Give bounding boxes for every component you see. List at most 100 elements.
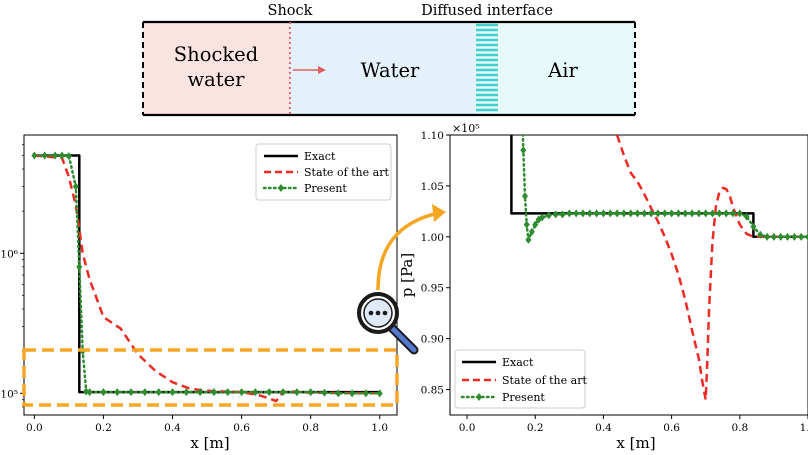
region-label-air: Air: [547, 59, 578, 82]
left-point-present: [86, 388, 93, 397]
right-legend-box: [454, 349, 586, 409]
right-point-present: [770, 232, 777, 241]
right-point-present: [586, 209, 593, 218]
right-point-present: [539, 213, 546, 222]
legend-present-r: Present: [502, 391, 545, 404]
right-offset-label: ×10⁵: [452, 122, 480, 135]
right-point-present: [791, 232, 798, 241]
left-point-present: [252, 388, 259, 397]
region-label-shocked-2: water: [187, 68, 245, 91]
schematic: Shock Diffused interface Shocked water W…: [142, 3, 636, 117]
right-series-group: [510, 135, 808, 401]
left-x-tick-label: 0.4: [164, 422, 181, 434]
right-series-state-of-the-art: [615, 135, 808, 401]
right-point-present: [784, 232, 791, 241]
left-x-axis-label: x [m]: [190, 434, 229, 452]
right-x-tick-label: 1.0: [800, 422, 808, 434]
right-x-tick-label: 0.6: [663, 422, 680, 434]
right-point-present: [573, 209, 580, 218]
right-point-present: [709, 209, 716, 218]
left-point-present: [349, 389, 356, 398]
region-label-water: Water: [361, 59, 420, 82]
right-point-present: [520, 146, 527, 155]
left-point-present: [114, 388, 121, 397]
right-y-tick-label: 1.05: [421, 181, 444, 193]
left-point-present: [169, 388, 176, 397]
right-point-present: [654, 209, 661, 218]
right-point-present: [522, 192, 529, 201]
legend-present: Present: [304, 182, 347, 195]
right-point-present: [764, 232, 771, 241]
right-point-present: [614, 209, 621, 218]
left-x-tick-label: 1.0: [371, 422, 388, 434]
left-point-present: [224, 388, 231, 397]
magnifier-dot-3: [382, 310, 388, 316]
left-point-present: [52, 151, 59, 160]
right-x-tick-label: 0.2: [527, 422, 544, 434]
left-y-tick-label: 10⁶: [0, 248, 18, 260]
right-point-present: [668, 209, 675, 218]
left-point-present: [83, 387, 90, 396]
right-point-present: [689, 209, 696, 218]
left-y-tick-label: 10⁵: [0, 388, 18, 400]
left-point-present: [362, 389, 369, 398]
left-point-present: [197, 388, 204, 397]
shock-direction-arrow: [293, 66, 326, 74]
right-x-axis-label: x [m]: [616, 434, 655, 452]
right-x-tick-label: 0.8: [731, 422, 748, 434]
left-point-present: [58, 151, 65, 160]
left-legend-box: [255, 143, 392, 201]
left-point-present: [307, 388, 314, 397]
region-shocked-water: [143, 22, 290, 115]
right-point-present: [593, 209, 600, 218]
right-point-present: [805, 232, 808, 241]
left-x-tick-label: 0.2: [95, 422, 112, 434]
magnifier-dot-2: [375, 310, 381, 316]
left-x-tick-label: 0.8: [302, 422, 319, 434]
zoom-highlight-box: [22, 348, 399, 407]
legend-exact-r: Exact: [502, 356, 534, 369]
shock-label: Shock: [268, 3, 313, 19]
legend-marker-present-r: [476, 393, 482, 401]
left-point-present: [72, 182, 79, 191]
legend-state-r: State of the art: [502, 374, 587, 387]
left-point-present: [128, 388, 135, 397]
right-point-present: [702, 209, 709, 218]
right-point-present: [607, 209, 614, 218]
left-point-present: [65, 152, 72, 161]
region-air: [476, 22, 635, 115]
right-point-present: [525, 235, 532, 244]
right-point-present: [729, 209, 736, 218]
left-point-present: [31, 151, 38, 160]
right-point-present: [661, 209, 668, 218]
right-point-present: [545, 211, 552, 220]
interface-label: Diffused interface: [421, 3, 553, 19]
left-point-present: [155, 388, 162, 397]
right-point-present: [528, 227, 535, 236]
magnifier-icon: [357, 292, 419, 355]
right-axis-ticks: 0.0 0.2 0.4 0.6 0.8 1.0 0.85 0.90 0.95 1.00 1.05 1.…: [421, 130, 808, 434]
left-point-present: [141, 388, 148, 397]
right-point-present: [559, 210, 566, 219]
right-plot-frame: [449, 134, 808, 416]
magnifier-dot-1: [368, 310, 374, 316]
right-point-present: [566, 209, 573, 218]
left-axis-ticks: 0.0 0.2 0.4 0.6 0.8 1.0 10⁵ 10⁶: [0, 144, 388, 434]
right-legend: Exact State of the art Present: [454, 349, 587, 409]
right-point-present: [579, 209, 586, 218]
left-series-group: [31, 151, 383, 403]
right-y-tick-label: 0.90: [421, 334, 444, 346]
right-point-present: [634, 209, 641, 218]
right-x-tick-label: 0.4: [595, 422, 612, 434]
left-point-present: [293, 388, 300, 397]
right-point-present: [648, 209, 655, 218]
zoom-arrow-head: [432, 204, 446, 222]
right-point-present: [723, 209, 730, 218]
diffused-interface-stripes: [476, 23, 498, 112]
right-point-present: [736, 209, 743, 218]
right-y-tick-label: 1.00: [421, 232, 444, 244]
legend-marker-present: [278, 184, 284, 192]
left-x-tick-label: 0.0: [26, 422, 43, 434]
right-chart: 0.0 0.2 0.4 0.6 0.8 1.0 0.85 0.90 0.95 1.00 1.05 1.…: [398, 122, 808, 452]
right-y-axis-label: p [Pa]: [398, 253, 416, 297]
